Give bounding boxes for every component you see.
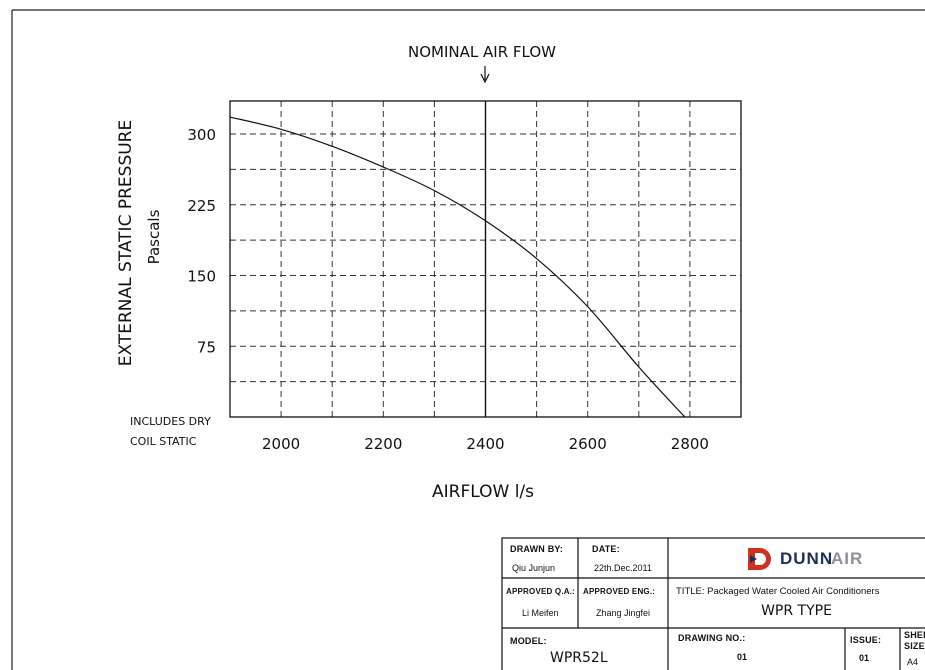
size-value: A4 bbox=[907, 657, 919, 667]
drawing-no-label: DRAWING NO.: bbox=[678, 633, 746, 643]
model-label: MODEL: bbox=[510, 636, 547, 646]
approved-eng-value: Zhang Jingfei bbox=[596, 608, 651, 618]
y-axis-unit: Pascals bbox=[145, 209, 163, 264]
date-value: 22th.Dec.2011 bbox=[594, 563, 652, 573]
title-main: WPR TYPE bbox=[761, 603, 832, 619]
x-tick-label: 2400 bbox=[466, 435, 504, 453]
chart-title: NOMINAL AIR FLOW bbox=[408, 43, 556, 61]
y-tick-label: 300 bbox=[187, 126, 216, 144]
y-axis-label: EXTERNAL STATIC PRESSURE bbox=[116, 120, 136, 366]
drawn-by-label: DRAWN BY: bbox=[510, 544, 564, 554]
logo-air: AIR bbox=[831, 549, 864, 568]
issue-label: ISSUE: bbox=[850, 635, 882, 645]
y-tick-label: 225 bbox=[187, 197, 216, 215]
logo-dunn: DUNN bbox=[780, 549, 834, 568]
y-tick-label: 75 bbox=[197, 338, 216, 356]
x-tick-label: 2200 bbox=[364, 435, 402, 453]
note-line-1: INCLUDES DRY bbox=[130, 415, 211, 428]
note-line-2: COIL STATIC bbox=[130, 435, 197, 448]
nominal-arrow-head bbox=[480, 73, 490, 84]
title-line: TITLE: Packaged Water Cooled Air Conditi… bbox=[676, 586, 880, 597]
company-logo: DUNN AIR bbox=[746, 546, 876, 572]
approved-eng-label: APPROVED ENG.: bbox=[583, 587, 656, 596]
approved-qa-label: APPROVED Q.A.: bbox=[506, 587, 576, 596]
size-label: SIZE bbox=[904, 641, 925, 651]
x-axis-label: AIRFLOW l/s bbox=[432, 482, 534, 502]
approved-qa-value: Li Meifen bbox=[522, 608, 559, 618]
y-tick-label: 150 bbox=[187, 268, 216, 286]
x-tick-labels: 2000 2200 2400 2600 2800 bbox=[262, 435, 709, 453]
logo-mark-icon bbox=[748, 548, 771, 570]
date-label: DATE: bbox=[592, 544, 620, 554]
x-tick-label: 2600 bbox=[569, 435, 607, 453]
model-value: WPR52L bbox=[550, 650, 608, 666]
x-tick-label: 2000 bbox=[262, 435, 300, 453]
issue-value: 01 bbox=[859, 653, 870, 663]
fan-curve-series bbox=[229, 116, 686, 418]
y-tick-labels: 75 150 225 300 bbox=[187, 126, 216, 356]
drawn-by-value: Qiu Junjun bbox=[512, 563, 556, 573]
sheet-label: SHEET bbox=[904, 630, 925, 640]
drawing-no-value: 01 bbox=[737, 652, 748, 662]
x-tick-label: 2800 bbox=[671, 435, 709, 453]
